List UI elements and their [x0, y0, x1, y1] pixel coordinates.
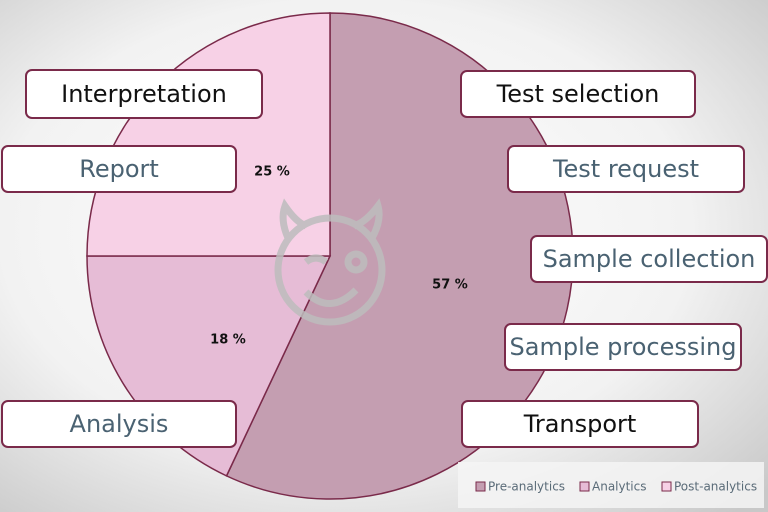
label-box — [1, 145, 237, 193]
pie-slice — [86, 255, 332, 477]
data-label: 57 % — [432, 278, 468, 293]
label-box — [460, 70, 696, 118]
data-label: 25 % — [254, 165, 290, 180]
pie: 57 % 18 % 25 % — [86, 12, 574, 500]
label-text: Interpretation — [61, 80, 227, 108]
label-text: Analysis — [70, 410, 169, 438]
label-text: Test selection — [496, 80, 660, 108]
legend-label: Post-analytics — [674, 480, 757, 494]
legend: Pre-analytics Analytics Post-analytics — [475, 480, 757, 494]
legend-swatch — [661, 481, 672, 492]
data-label: 18 % — [210, 333, 246, 348]
pie-slice — [225, 12, 574, 500]
legend-swatch — [579, 481, 590, 492]
label-box — [1, 400, 237, 448]
annotations: Interpretation Report Analysis Test selecti… — [1, 69, 768, 448]
label-box — [530, 235, 768, 283]
label-box — [461, 400, 699, 448]
label-text: Sample processing — [510, 333, 737, 361]
watermark — [274, 198, 386, 326]
legend-label: Analytics — [592, 480, 647, 494]
label-box — [507, 145, 745, 193]
legend-label: Pre-analytics — [488, 480, 565, 494]
label-text: Transport — [523, 410, 637, 438]
legend-box — [458, 462, 764, 508]
label-text: Test request — [552, 155, 699, 183]
label-box — [25, 69, 263, 119]
label-text: Report — [79, 155, 159, 183]
label-text: Sample collection — [543, 245, 756, 273]
legend-swatch — [475, 481, 486, 492]
label-box — [504, 323, 742, 371]
